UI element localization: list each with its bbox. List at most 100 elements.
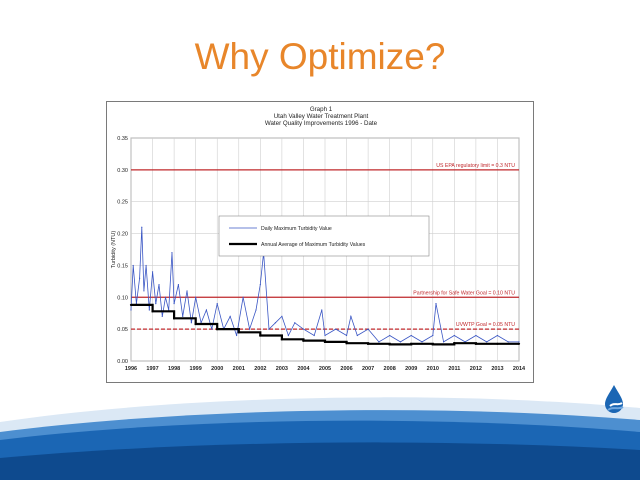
annual-average-point bbox=[216, 328, 219, 331]
x-tick-label: 2006 bbox=[340, 366, 352, 372]
annual-average-point bbox=[474, 342, 477, 345]
daily-max-point bbox=[143, 290, 145, 292]
x-tick-label: 2012 bbox=[470, 366, 482, 372]
x-tick-label: 2002 bbox=[254, 366, 266, 372]
annual-average-point bbox=[517, 342, 521, 345]
daily-max-point bbox=[158, 283, 160, 286]
x-tick-label: 2007 bbox=[362, 366, 374, 372]
daily-max-point bbox=[205, 309, 208, 311]
x-tick-label: 2004 bbox=[297, 366, 310, 372]
daily-max-point bbox=[378, 341, 380, 343]
chart-title-line: Water Quality Improvements 1996 - Date bbox=[265, 120, 378, 127]
reference-line-label: US EPA regulatory limit = 0.3 NTU bbox=[436, 163, 515, 169]
daily-max-point bbox=[389, 334, 391, 337]
annual-average-point bbox=[151, 310, 154, 313]
daily-max-point bbox=[367, 328, 369, 330]
x-tick-label: 2005 bbox=[319, 366, 331, 372]
chart-frame: Graph 1 Utah Valley Water Treatment Plant… bbox=[106, 101, 534, 383]
daily-max-point bbox=[145, 264, 147, 267]
daily-max-point bbox=[435, 303, 437, 305]
daily-max-point bbox=[182, 315, 184, 317]
x-tick-label: 2013 bbox=[491, 366, 503, 372]
annual-average-point bbox=[129, 303, 133, 307]
annual-average-point bbox=[496, 342, 499, 345]
water-drop-logo-icon bbox=[605, 385, 624, 413]
y-tick-label: 0.15 bbox=[117, 263, 128, 269]
annual-average-point bbox=[194, 322, 197, 326]
annual-average-series-line bbox=[131, 303, 519, 346]
daily-max-point bbox=[432, 334, 434, 337]
annual-average-point bbox=[410, 342, 413, 345]
daily-max-point bbox=[248, 328, 251, 330]
reference-line-label: Partnership for Safe Water Goal = 0.10 N… bbox=[413, 290, 515, 296]
y-tick-label: 0.20 bbox=[117, 232, 128, 238]
daily-max-point bbox=[302, 328, 305, 330]
chart-title-line: Utah Valley Water Treatment Plant bbox=[274, 113, 369, 120]
annual-average-point bbox=[302, 339, 305, 342]
y-tick-label: 0.30 bbox=[117, 168, 128, 174]
daily-max-point bbox=[350, 315, 352, 317]
annual-average-point bbox=[237, 331, 240, 334]
daily-max-point bbox=[294, 322, 296, 324]
annual-average-point bbox=[453, 342, 456, 345]
daily-max-point bbox=[195, 296, 197, 298]
daily-max-point bbox=[410, 334, 412, 337]
footer-swoosh bbox=[0, 397, 640, 480]
daily-max-point bbox=[453, 334, 455, 337]
x-tick-label: 2010 bbox=[427, 366, 439, 372]
x-tick-label: 2014 bbox=[513, 366, 526, 372]
legend-label-annual: Annual Average of Maximum Turbidity Valu… bbox=[261, 242, 366, 248]
daily-max-point bbox=[242, 296, 244, 298]
x-tick-label: 1999 bbox=[190, 366, 202, 372]
y-tick-label: 0.35 bbox=[117, 136, 128, 142]
daily-max-point bbox=[141, 226, 143, 228]
daily-max-point bbox=[236, 334, 238, 337]
daily-max-point bbox=[399, 341, 402, 343]
legend-label-daily: Daily Maximum Turbidity Value bbox=[261, 226, 332, 232]
daily-max-point bbox=[442, 341, 445, 343]
y-tick-label: 0.00 bbox=[117, 359, 128, 365]
x-tick-label: 2000 bbox=[211, 366, 223, 372]
daily-max-point bbox=[171, 252, 173, 254]
annual-average-point bbox=[173, 317, 176, 320]
x-tick-label: 2011 bbox=[448, 366, 460, 372]
daily-max-point bbox=[268, 328, 270, 330]
x-tick-label: 1998 bbox=[168, 366, 180, 372]
annual-average-point bbox=[431, 343, 434, 346]
daily-max-point bbox=[475, 334, 477, 337]
y-tick-label: 0.05 bbox=[117, 327, 128, 333]
daily-max-point bbox=[507, 341, 509, 343]
annual-average-point bbox=[388, 343, 391, 346]
daily-max-point bbox=[151, 271, 154, 273]
y-tick-label: 0.25 bbox=[117, 200, 128, 206]
x-tick-label: 2009 bbox=[405, 366, 417, 372]
daily-max-point bbox=[148, 309, 150, 311]
daily-max-point bbox=[356, 334, 358, 337]
daily-max-point bbox=[173, 303, 175, 305]
daily-max-point bbox=[518, 341, 520, 343]
daily-max-point bbox=[324, 334, 326, 337]
daily-max-point bbox=[313, 334, 315, 337]
daily-max-point bbox=[164, 296, 167, 298]
x-tick-label: 2003 bbox=[276, 366, 288, 372]
daily-max-point bbox=[216, 303, 218, 305]
daily-max-point bbox=[139, 277, 141, 279]
daily-max-point bbox=[321, 309, 323, 311]
slide-title: Why Optimize? bbox=[194, 36, 446, 77]
y-tick-label: 0.10 bbox=[117, 295, 128, 301]
x-tick-label: 2008 bbox=[384, 366, 396, 372]
annual-average-point bbox=[367, 342, 370, 345]
annual-average-point bbox=[323, 340, 327, 343]
daily-max-point bbox=[211, 328, 213, 330]
annual-average-point bbox=[280, 338, 283, 341]
x-tick-label: 2001 bbox=[233, 366, 245, 372]
daily-max-point bbox=[190, 322, 192, 324]
daily-max-point bbox=[259, 283, 261, 286]
x-tick-label: 1997 bbox=[146, 366, 158, 372]
daily-max-point bbox=[281, 315, 283, 317]
legend-box bbox=[218, 215, 430, 257]
daily-max-point bbox=[345, 334, 348, 337]
daily-max-point bbox=[229, 315, 231, 317]
daily-max-point bbox=[287, 334, 289, 337]
daily-max-point bbox=[496, 334, 499, 337]
